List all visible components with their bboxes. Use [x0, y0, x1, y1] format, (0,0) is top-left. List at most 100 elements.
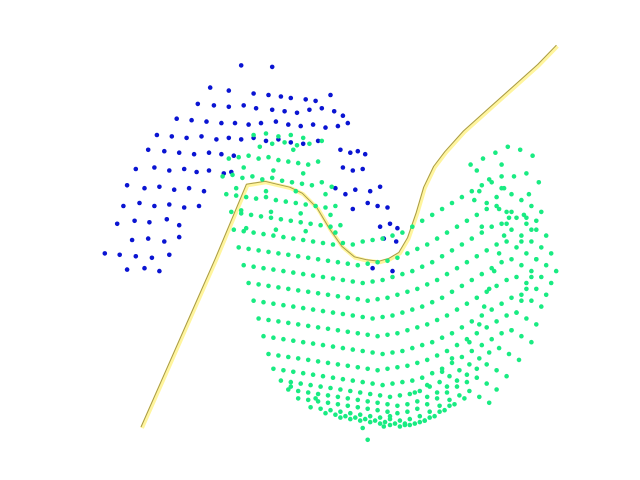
class-b-point — [355, 405, 361, 410]
class-a-point — [124, 267, 130, 272]
class-b-point — [474, 366, 480, 372]
class-b-point — [387, 422, 393, 428]
class-b-point — [240, 175, 245, 181]
class-b-point — [439, 206, 445, 212]
class-b-point — [307, 141, 312, 147]
class-b-point — [474, 295, 480, 301]
class-b-point — [499, 174, 504, 179]
class-a-point — [377, 184, 383, 190]
class-b-point — [224, 191, 229, 197]
class-b-point — [345, 403, 351, 409]
class-b-point — [400, 379, 405, 385]
class-b-point — [350, 378, 356, 383]
class-b-point — [509, 209, 514, 215]
class-b-point — [459, 325, 465, 330]
class-b-point — [429, 370, 435, 376]
class-b-point — [454, 378, 460, 383]
class-b-point — [434, 390, 440, 395]
class-b-point — [449, 356, 455, 361]
class-b-point — [278, 378, 284, 383]
class-b-point — [257, 144, 263, 150]
class-b-point — [539, 274, 544, 280]
class-a-point — [181, 205, 187, 210]
class-b-point — [429, 259, 435, 265]
class-b-point — [268, 209, 274, 215]
class-b-point — [509, 295, 514, 301]
class-b-point — [271, 233, 276, 238]
class-a-point — [142, 185, 147, 191]
class-b-point — [360, 280, 366, 286]
class-b-point — [454, 265, 460, 271]
class-b-point — [529, 239, 534, 244]
class-b-point — [323, 205, 328, 210]
class-a-point — [157, 268, 162, 274]
class-b-point — [474, 375, 480, 381]
class-b-point — [320, 342, 326, 348]
class-b-point — [357, 390, 363, 395]
class-b-point — [370, 350, 375, 355]
class-b-point — [432, 413, 437, 419]
class-b-point — [439, 253, 445, 259]
class-b-point — [474, 168, 480, 173]
class-b-point — [439, 335, 445, 341]
class-b-point — [360, 314, 366, 320]
class-b-point — [360, 425, 366, 431]
class-b-point — [424, 357, 430, 363]
class-b-point — [310, 239, 316, 244]
class-a-point — [154, 132, 160, 138]
class-b-point — [291, 369, 296, 375]
class-b-point — [442, 407, 447, 413]
class-b-point — [300, 135, 306, 141]
class-b-point — [278, 217, 284, 222]
class-b-point — [335, 294, 341, 299]
class-a-point — [241, 103, 246, 108]
class-b-point — [415, 286, 420, 292]
class-a-point — [367, 188, 373, 194]
class-b-point — [310, 273, 316, 278]
class-b-point — [484, 325, 490, 330]
class-b-point — [385, 366, 390, 372]
class-b-point — [519, 239, 524, 244]
class-b-point — [480, 156, 486, 161]
class-b-point — [437, 409, 442, 415]
class-b-point — [539, 209, 544, 215]
class-b-point — [241, 262, 246, 268]
class-b-point — [365, 406, 371, 412]
class-b-point — [305, 162, 311, 167]
class-b-point — [395, 403, 400, 409]
class-b-point — [325, 258, 331, 264]
class-a-point — [211, 103, 217, 108]
class-b-point — [395, 255, 400, 261]
class-b-point — [454, 224, 460, 229]
class-b-point — [519, 333, 524, 339]
class-a-point — [286, 122, 291, 127]
class-b-point — [505, 144, 511, 150]
class-a-point — [348, 150, 353, 155]
class-a-point — [377, 224, 383, 229]
class-b-point — [340, 240, 346, 246]
class-b-point — [291, 236, 296, 241]
class-b-point — [415, 360, 420, 366]
class-b-point — [504, 313, 509, 318]
class-a-point — [147, 220, 152, 225]
class-b-point — [543, 233, 549, 238]
class-b-point — [348, 416, 353, 422]
class-b-point — [444, 313, 450, 318]
class-b-point — [526, 191, 532, 197]
class-b-point — [355, 331, 361, 336]
class-b-point — [417, 388, 423, 394]
class-a-point — [340, 165, 346, 170]
class-b-point — [313, 396, 318, 401]
class-b-point — [400, 271, 405, 277]
class-a-point — [149, 255, 155, 261]
class-a-point — [195, 101, 201, 107]
class-b-point — [300, 271, 306, 277]
class-b-point — [424, 394, 430, 400]
class-b-point — [291, 304, 296, 309]
decision-boundary-band — [140, 44, 559, 429]
class-a-point — [206, 150, 212, 155]
class-b-point — [486, 350, 492, 355]
class-b-point — [444, 348, 450, 354]
class-b-point — [328, 407, 333, 413]
class-b-point — [474, 331, 480, 336]
